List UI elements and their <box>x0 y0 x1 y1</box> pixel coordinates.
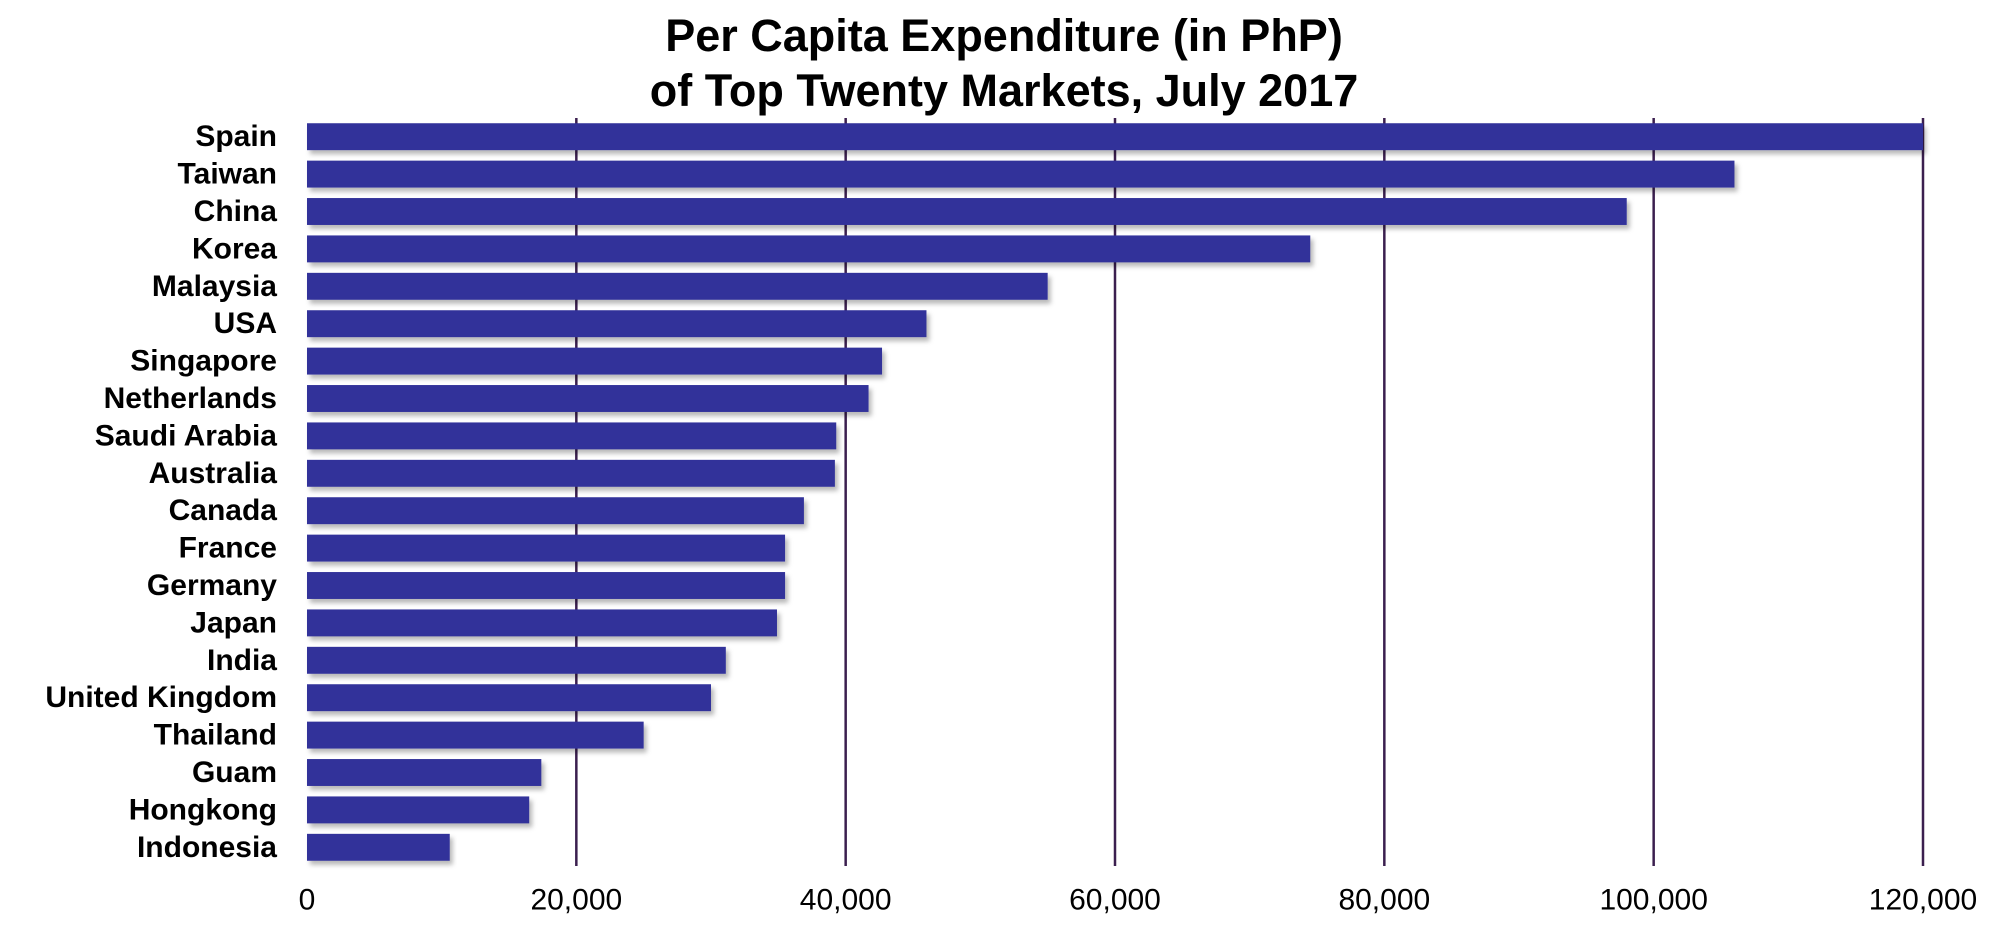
category-label: Netherlands <box>104 382 277 415</box>
bar-netherlands <box>307 385 869 412</box>
bar-china <box>307 198 1627 225</box>
category-labels: Spain Taiwan China Korea Malaysia USA Singapor… <box>45 120 277 864</box>
grid-lines <box>575 118 1925 866</box>
x-tick-label: 100,000 <box>1599 884 1707 917</box>
chart-title-line-2: of Top Twenty Markets, July 2017 <box>649 65 1359 116</box>
category-label: France <box>179 532 277 565</box>
bar-japan <box>307 609 777 637</box>
bar-korea <box>307 235 1311 263</box>
bar-usa <box>307 310 927 338</box>
bar-united-kingdom <box>307 684 711 712</box>
category-label: Indonesia <box>137 831 277 864</box>
bar-thailand <box>307 721 644 749</box>
bar-malaysia <box>307 272 1048 300</box>
bar-france <box>307 534 786 562</box>
bar-taiwan <box>307 160 1735 188</box>
bar-australia <box>307 459 835 487</box>
category-label: Korea <box>192 232 277 265</box>
bar-saudi-arabia <box>307 422 837 450</box>
category-label: Germany <box>147 569 277 602</box>
x-tick-label: 20,000 <box>530 884 622 917</box>
x-tick-label: 80,000 <box>1338 884 1430 917</box>
category-label: Japan <box>190 606 277 639</box>
bar-singapore <box>307 347 883 375</box>
x-tick-label: 120,000 <box>1869 884 1977 917</box>
category-label: Taiwan <box>178 158 277 191</box>
category-label: United Kingdom <box>45 681 277 714</box>
x-tick-label: 40,000 <box>800 884 892 917</box>
chart-title: Per Capita Expenditure (in PhP) of Top T… <box>0 8 2008 118</box>
category-label: Canada <box>169 494 278 527</box>
category-label: Guam <box>192 756 277 789</box>
x-tick-label: 0 <box>299 884 316 917</box>
category-label: Thailand <box>154 719 277 752</box>
category-label: Malaysia <box>152 270 277 303</box>
category-label: Saudi Arabia <box>95 419 278 452</box>
category-label: USA <box>214 307 277 340</box>
category-label: India <box>207 644 277 677</box>
category-label: Singapore <box>130 345 277 378</box>
bar-guam <box>307 759 542 786</box>
category-label: Spain <box>195 120 277 153</box>
bar-spain <box>307 123 1923 151</box>
bar-canada <box>307 497 804 525</box>
category-label: Australia <box>149 457 278 490</box>
category-label: Hongkong <box>129 793 277 826</box>
bar-hongkong <box>307 796 530 824</box>
bar-germany <box>307 572 786 599</box>
bar-india <box>307 646 726 674</box>
bars <box>307 123 1923 861</box>
bar-indonesia <box>307 833 450 861</box>
x-tick-label: 60,000 <box>1069 884 1161 917</box>
category-label: China <box>194 195 278 228</box>
x-tick-labels: 0 20,000 40,000 60,000 80,000 100,000 120,000 <box>299 884 1978 917</box>
chart-title-line-1: Per Capita Expenditure (in PhP) <box>665 10 1343 61</box>
